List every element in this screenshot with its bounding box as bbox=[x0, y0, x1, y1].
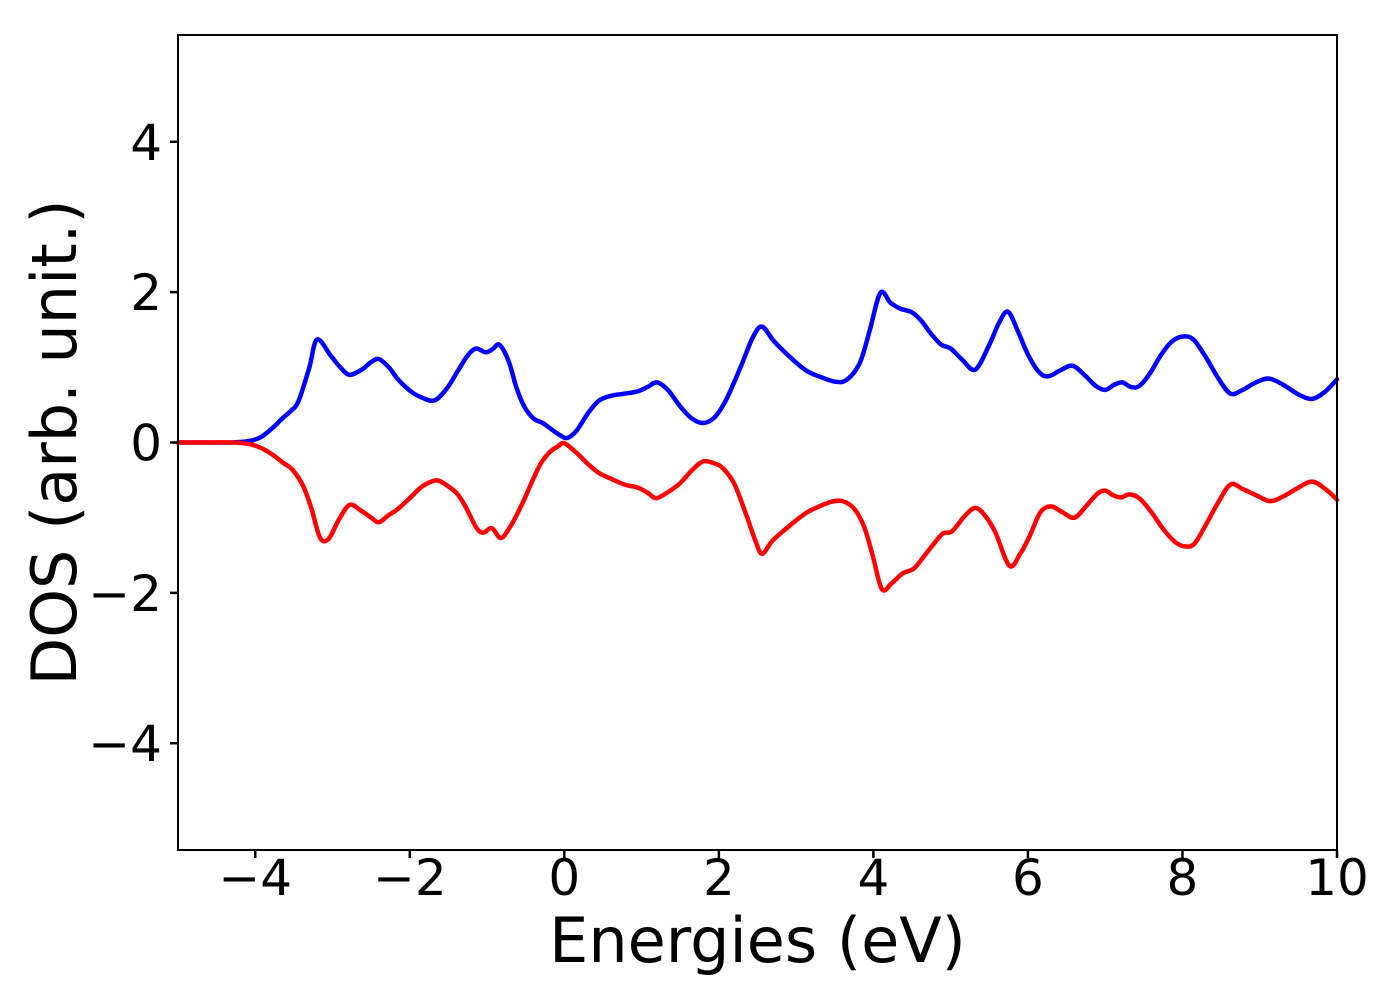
y-axis-ticks: −4 −2 0 2 4 bbox=[88, 114, 178, 773]
y-tick-label: −2 bbox=[88, 565, 162, 623]
axes-frame bbox=[177, 34, 1338, 851]
x-tick-label: 6 bbox=[1012, 849, 1044, 907]
curves-layer bbox=[175, 289, 1340, 593]
y-axis-label: DOS (arb. unit.) bbox=[18, 199, 91, 685]
y-tick-label: 4 bbox=[130, 114, 162, 172]
x-axis-label: Energies (eV) bbox=[549, 904, 966, 977]
red-dos-curve bbox=[175, 440, 1340, 593]
x-tick-label: 8 bbox=[1167, 849, 1199, 907]
x-tick-label: 0 bbox=[548, 849, 580, 907]
x-tick-label: 10 bbox=[1305, 849, 1369, 907]
y-tick-label: 0 bbox=[130, 415, 162, 473]
x-tick-label: 4 bbox=[857, 849, 889, 907]
x-tick-label: −4 bbox=[218, 849, 292, 907]
y-tick-label: −4 bbox=[88, 715, 162, 773]
x-tick-label: 2 bbox=[703, 849, 735, 907]
x-axis-ticks: −4 −2 0 2 4 6 8 10 bbox=[218, 849, 1368, 907]
y-tick-label: 2 bbox=[130, 264, 162, 322]
x-tick-label: −2 bbox=[373, 849, 447, 907]
blue-dos-curve bbox=[175, 289, 1340, 445]
